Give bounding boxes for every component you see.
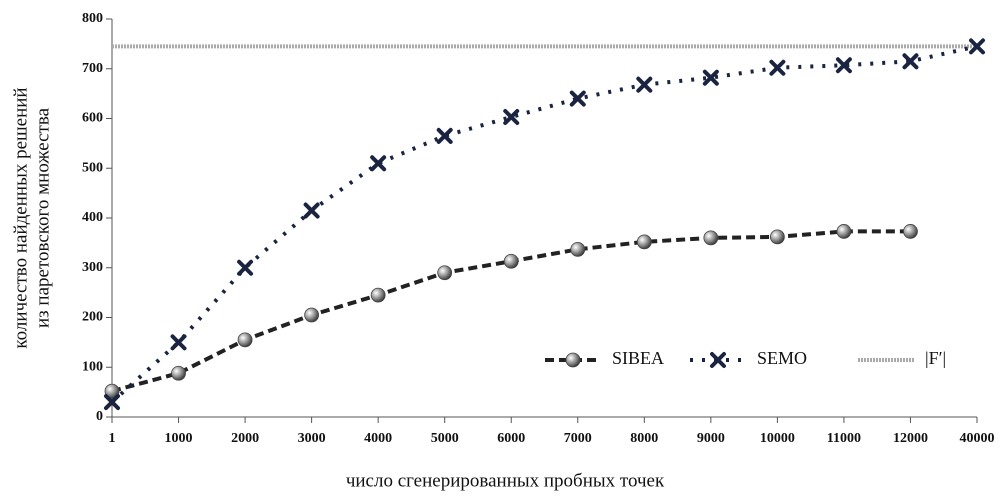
marker [370, 155, 387, 172]
x-tick-label: 9000 [697, 431, 725, 446]
legend-label: SIBEA [612, 348, 664, 368]
legend-label: SEMO [757, 348, 807, 368]
x-tick-label: 3000 [298, 431, 326, 446]
y-tick-label: 600 [82, 111, 103, 126]
x-tick-label: 1 [109, 431, 116, 446]
legend-marker [710, 352, 726, 368]
marker [836, 224, 852, 239]
marker [370, 287, 386, 303]
marker [170, 334, 187, 351]
legend-marker [565, 352, 581, 368]
marker [636, 234, 652, 250]
x-axis-label: число сгенерированных пробных точек [346, 470, 665, 491]
y-tick-label: 500 [82, 160, 103, 175]
legend-label: |F′| [925, 348, 946, 368]
marker [902, 53, 919, 70]
y-tick-label: 800 [82, 11, 103, 26]
marker [969, 38, 985, 55]
marker [903, 224, 918, 239]
marker [171, 365, 186, 381]
y-tick-label: 700 [82, 61, 103, 76]
marker [702, 69, 719, 86]
x-tick-label: 40000 [960, 431, 995, 446]
marker [104, 394, 120, 411]
x-tick-label: 2000 [231, 431, 259, 446]
y-axis-label: количество найденных решений [10, 87, 31, 348]
marker [835, 57, 852, 74]
marker [769, 229, 785, 245]
x-tick-label: 10000 [760, 431, 795, 446]
marker [104, 383, 120, 399]
x-tick-label: 5000 [431, 431, 459, 446]
x-tick-label: 12000 [893, 431, 928, 446]
marker [769, 59, 786, 76]
marker [437, 265, 453, 281]
series-line [110, 44, 978, 404]
x-tick-label: 1000 [165, 431, 193, 446]
marker [304, 307, 320, 323]
x-tick-label: 7000 [564, 431, 592, 446]
marker [503, 253, 519, 269]
marker [237, 259, 254, 276]
y-tick-label: 200 [82, 310, 103, 325]
marker [569, 90, 586, 107]
marker [436, 127, 453, 144]
y-tick-label: 100 [82, 359, 103, 374]
y-tick-label: 400 [82, 210, 103, 225]
marker [636, 76, 653, 93]
y-axis-label: из паретовского множества [32, 107, 53, 328]
x-tick-label: 8000 [630, 431, 658, 446]
y-tick-label: 300 [82, 260, 103, 275]
x-tick-label: 11000 [827, 431, 861, 446]
marker [703, 230, 719, 246]
x-tick-label: 6000 [497, 431, 525, 446]
marker [503, 109, 520, 126]
marker [570, 241, 586, 257]
marker [303, 202, 320, 219]
x-tick-label: 4000 [364, 431, 392, 446]
y-tick-label: 0 [96, 409, 103, 424]
marker [237, 332, 253, 348]
